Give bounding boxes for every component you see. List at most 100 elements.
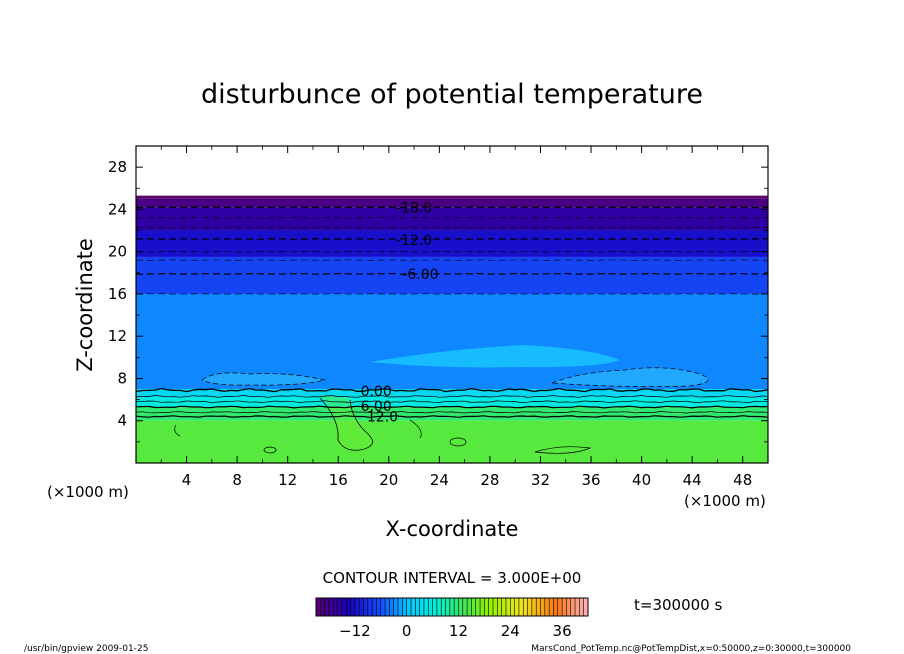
colorbar-cell xyxy=(380,598,386,616)
contour-label-0: -18.0 xyxy=(396,200,432,216)
colorbar-cell xyxy=(363,598,369,616)
colorbar-cell xyxy=(432,598,438,616)
x-tick-label-11: 48 xyxy=(733,471,752,489)
colorbar-cell xyxy=(449,598,455,616)
colorbar-cell xyxy=(467,598,472,616)
time-label: t=300000 s xyxy=(634,596,722,614)
colorbar-cell xyxy=(406,598,412,616)
colorbar-cell xyxy=(553,598,559,616)
colorbar-cell xyxy=(549,598,554,616)
colorbar-cell xyxy=(480,598,485,616)
contour-label-2: -6.00 xyxy=(402,267,438,283)
colorbar-frame xyxy=(315,597,589,617)
colorbar-cell xyxy=(557,598,563,616)
y-tick-label-5: 24 xyxy=(108,200,127,218)
colorbar-cell xyxy=(510,598,516,616)
y-axis-label: Z-coordinate xyxy=(73,238,97,372)
colorbar-cell xyxy=(346,598,351,616)
solid-loop-small-4 xyxy=(174,424,181,437)
solid-loop-small-5 xyxy=(409,419,422,439)
contour-lines xyxy=(136,206,768,454)
neg-contour-6 xyxy=(136,272,768,275)
contour-label-5: 12.0 xyxy=(367,410,398,426)
colorbar-cell xyxy=(562,598,567,616)
colorbar-ticks: −12 0 12 24 36 xyxy=(339,622,572,640)
pos-contour-4 xyxy=(136,411,768,414)
cold-pocket xyxy=(320,395,374,451)
colorbar-cell xyxy=(376,598,382,616)
footer-right: MarsCond_PotTemp.nc@PotTempDist,x=0:5000… xyxy=(531,644,851,654)
colorbar-cell xyxy=(367,598,373,616)
x-tick-label-9: 40 xyxy=(632,471,651,489)
y-tick-label-6: 28 xyxy=(108,158,127,176)
colorbar-cell xyxy=(497,598,503,616)
colorbar-cell xyxy=(354,598,360,616)
colorbar-cell xyxy=(341,598,347,616)
colorbar xyxy=(315,597,589,617)
colorbar-tick-label-2: 12 xyxy=(449,622,468,640)
x-tick-label-4: 20 xyxy=(379,471,398,489)
colorbar-cell xyxy=(385,598,390,616)
bright-patch xyxy=(370,345,620,368)
y-tick-label-0: 4 xyxy=(117,412,127,430)
colorbar-cell xyxy=(583,598,589,616)
colorbar-cell xyxy=(475,598,481,616)
colorbar-cell xyxy=(359,598,364,616)
colorbar-tick-label-4: 36 xyxy=(553,622,572,640)
color-bands xyxy=(136,195,768,463)
chart-title: disturbunce of potential temperature xyxy=(201,79,703,110)
colorbar-tick-label-3: 24 xyxy=(501,622,520,640)
colorbar-cell xyxy=(566,598,572,616)
colorbar-cell xyxy=(337,598,343,616)
neg-contour-1 xyxy=(136,217,768,219)
neg-contour-0 xyxy=(136,206,768,209)
band-3 xyxy=(136,389,768,398)
x-tick-label-1: 8 xyxy=(232,471,242,489)
y-tick-label-3: 16 xyxy=(108,285,127,303)
band-0 xyxy=(136,420,768,463)
band-2 xyxy=(136,397,768,407)
colorbar-cell xyxy=(333,598,338,616)
pos-contour-0 xyxy=(136,387,768,393)
colorbar-cell xyxy=(488,598,494,616)
colorbar-cell xyxy=(372,598,377,616)
x-tick-label-7: 32 xyxy=(531,471,550,489)
colorbar-cell xyxy=(423,598,429,616)
x-axis-ticks: 4 8 12 16 20 24 28 32 36 40 44 48 xyxy=(160,146,752,489)
x-tick-label-2: 12 xyxy=(278,471,297,489)
band-8 xyxy=(136,198,768,208)
colorbar-cell xyxy=(540,598,546,616)
cold-anomaly-left xyxy=(202,372,325,386)
band-9 xyxy=(136,195,768,199)
x-tick-label-5: 24 xyxy=(430,471,449,489)
y-tick-label-2: 12 xyxy=(108,327,127,345)
colorbar-cell xyxy=(484,598,490,616)
x-unit-left: (×1000 m) xyxy=(47,483,129,501)
colorbar-cell xyxy=(458,598,464,616)
colorbar-cell xyxy=(523,598,528,616)
neg-contour-4 xyxy=(136,251,768,253)
cold-anomaly-right xyxy=(552,367,708,387)
colorbar-cell xyxy=(389,598,395,616)
x-tick-label-10: 44 xyxy=(683,471,702,489)
plot-frame xyxy=(135,145,769,464)
colorbar-tick-label-1: 0 xyxy=(402,622,412,640)
band-1 xyxy=(136,406,768,421)
x-tick-label-3: 16 xyxy=(329,471,348,489)
colorbar-cell xyxy=(575,598,580,616)
colorbar-cell xyxy=(320,598,326,616)
colorbar-cell xyxy=(579,598,585,616)
colorbar-cell xyxy=(428,598,433,616)
colorbar-cell xyxy=(402,598,408,616)
neg-contour-3 xyxy=(136,238,768,240)
x-unit-right: (×1000 m) xyxy=(684,492,766,510)
colorbar-cell xyxy=(316,598,321,616)
colorbar-cell xyxy=(445,598,451,616)
footer-left: /usr/bin/gpview 2009-01-25 xyxy=(24,644,148,654)
pos-contour-5 xyxy=(136,415,768,418)
disturbance-features xyxy=(202,345,708,451)
x-axis-label: X-coordinate xyxy=(386,517,519,541)
contour-label-4: 6.00 xyxy=(361,399,392,415)
solid-loop-small-2 xyxy=(449,437,467,447)
